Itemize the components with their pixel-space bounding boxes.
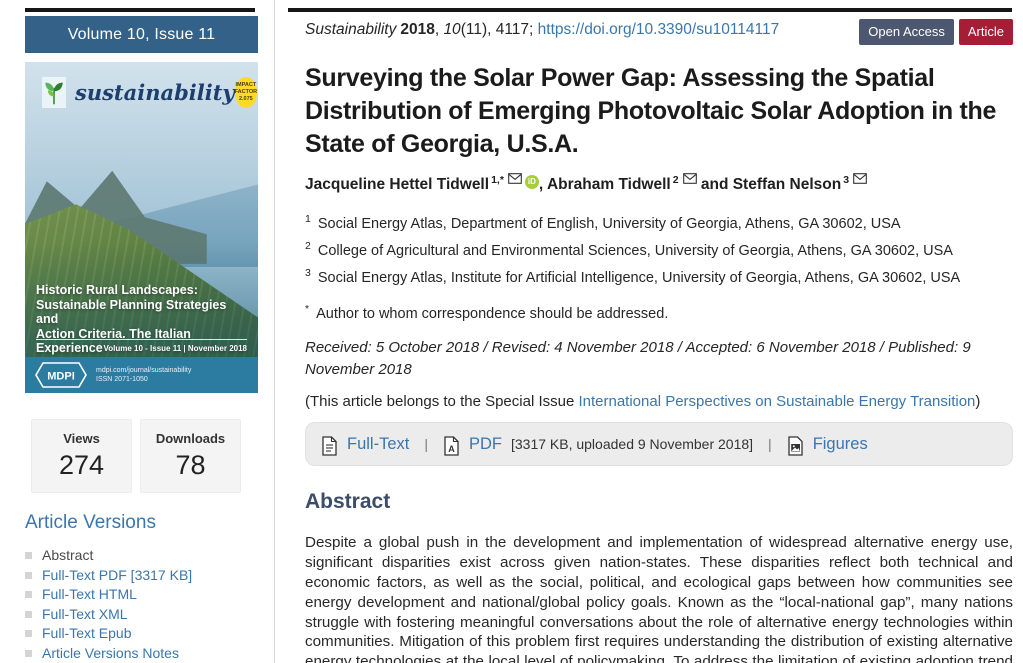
- special-issue-line: (This article belongs to the Special Iss…: [305, 393, 981, 411]
- abstract-heading: Abstract: [305, 490, 391, 514]
- citation-issue-pages: (11), 4117;: [460, 21, 538, 38]
- version-item-fulltext-xml[interactable]: Full-Text XML: [25, 605, 258, 625]
- email-icon[interactable]: [853, 171, 867, 188]
- sustainability-plant-icon: [42, 77, 66, 108]
- column-divider: [274, 0, 275, 663]
- list-bullet-icon: [25, 591, 32, 598]
- special-issue-link[interactable]: International Perspectives on Sustainabl…: [578, 393, 976, 411]
- list-bullet-icon: [25, 552, 32, 559]
- journal-name: sustainability: [75, 80, 235, 105]
- list-bullet-icon: [25, 649, 32, 657]
- correspondence-note: * Author to whom correspondence should be…: [305, 302, 669, 322]
- cover-journal-meta: mdpi.com/journal/sustainability ISSN 207…: [96, 367, 192, 383]
- issue-banner-link[interactable]: Volume 10, Issue 11: [25, 16, 258, 53]
- article-main: Sustainability 2018, 10(11), 4117; https:…: [305, 19, 1013, 663]
- author-2-sup: 2: [672, 174, 679, 186]
- version-item-fulltext-epub[interactable]: Full-Text Epub: [25, 624, 258, 644]
- article-versions-heading: Article Versions: [25, 512, 156, 533]
- access-toolbar: Full-Text | A PDF [3317 KB, uploaded 9 N…: [305, 422, 1013, 467]
- views-value: 274: [58, 450, 105, 480]
- version-item-fulltext-html[interactable]: Full-Text HTML: [25, 585, 258, 605]
- citation-year: 2018: [400, 21, 435, 38]
- authors-line: Jacqueline Hettel Tidwell 1,* iD, Abraham …: [305, 171, 1013, 194]
- article-type-badge: Article: [958, 19, 1013, 45]
- article-dates: Received: 5 October 2018 / Revised: 4 No…: [305, 339, 971, 379]
- author-3-name: Steffan Nelson: [732, 176, 842, 194]
- svg-text:A: A: [448, 444, 455, 454]
- fulltext-doc-icon: [322, 436, 337, 457]
- email-icon[interactable]: [682, 171, 697, 188]
- header-rule-main: [288, 8, 1012, 12]
- doi-link[interactable]: https://doi.org/10.3390/su10114117: [537, 21, 780, 38]
- affiliations: 1 Social Energy Atlas, Department of Engl…: [305, 208, 1013, 288]
- affiliation-2: 2 College of Agricultural and Environment…: [305, 239, 953, 259]
- views-label: Views: [63, 431, 100, 446]
- downloads-label: Downloads: [155, 431, 226, 446]
- list-bullet-icon: [25, 571, 32, 579]
- citation-journal: Sustainability: [305, 21, 397, 38]
- article-versions-list: Abstract Full-Text PDF [3317 KB] Full-Te…: [25, 546, 258, 663]
- citation-volume: 10: [443, 21, 461, 38]
- abstract-text: Despite a global push in the development…: [305, 534, 1013, 663]
- affiliation-1: 1 Social Energy Atlas, Department of Engl…: [305, 213, 901, 232]
- figures-icon: [788, 436, 803, 457]
- badges: Open Access Article: [859, 19, 1013, 45]
- pdf-icon: A: [444, 436, 459, 457]
- sidebar: Volume 10, Issue 11 sustainability IMPAC…: [25, 16, 258, 663]
- cover-divider: [36, 339, 247, 340]
- author-1-sup: 1,*: [491, 174, 504, 186]
- author-3-sup: 3: [843, 174, 850, 186]
- cover-mdpi-strip: MDPI mdpi.com/journal/sustainability ISS…: [25, 357, 258, 393]
- pdf-meta: [3317 KB, uploaded 9 November 2018]: [510, 436, 754, 453]
- list-bullet-icon: [25, 630, 32, 637]
- citation-line: Sustainability 2018, 10(11), 4117; https:…: [305, 19, 1013, 45]
- open-access-badge: Open Access: [859, 19, 954, 45]
- views-stat: Views 274: [31, 419, 132, 493]
- journal-cover-image[interactable]: sustainability IMPACT FACTOR 2.075 Histo…: [25, 62, 258, 393]
- impact-factor-badge: IMPACT FACTOR 2.075: [234, 77, 258, 108]
- orcid-icon[interactable]: iD: [524, 175, 539, 190]
- author-2-name: Abraham Tidwell: [546, 176, 671, 194]
- downloads-value: 78: [175, 450, 206, 480]
- affiliation-3: 3 Social Energy Atlas, Institute for Arti…: [305, 266, 961, 286]
- figures-link[interactable]: Figures: [812, 434, 868, 453]
- version-item-abstract[interactable]: Abstract: [25, 546, 258, 566]
- version-item-notes[interactable]: Article Versions Notes: [25, 644, 258, 663]
- cover-issue-line: Volume 10 - Issue 11 | November 2018: [103, 344, 248, 353]
- author-1-name: Jacqueline Hettel Tidwell: [305, 176, 490, 194]
- full-text-link[interactable]: Full-Text: [347, 434, 410, 453]
- downloads-stat: Downloads 78: [140, 419, 241, 493]
- email-icon[interactable]: [508, 171, 522, 188]
- pdf-link[interactable]: PDF: [468, 434, 502, 453]
- cover-overlay: [25, 242, 258, 357]
- article-stats: Views 274 Downloads 78: [31, 419, 258, 493]
- cover-logo-row: sustainability IMPACT FACTOR 2.075: [42, 77, 258, 108]
- mdpi-logo: MDPI: [35, 362, 87, 388]
- header-rule-sidebar: [25, 8, 255, 12]
- version-item-fulltext-pdf[interactable]: Full-Text PDF [3317 KB]: [25, 566, 258, 586]
- article-title: Surveying the Solar Power Gap: Assessing…: [305, 64, 997, 158]
- list-bullet-icon: [25, 610, 32, 618]
- svg-text:MDPI: MDPI: [47, 371, 75, 383]
